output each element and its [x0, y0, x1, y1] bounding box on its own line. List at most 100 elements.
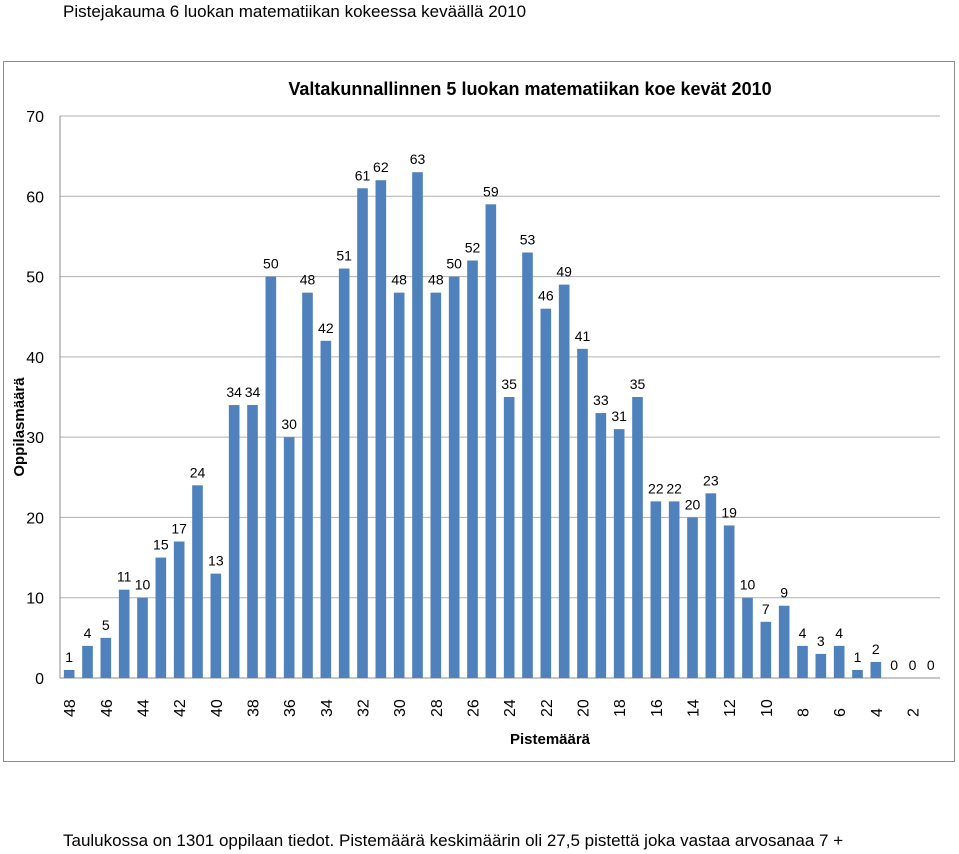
data-label: 46 — [538, 288, 554, 304]
x-tick-label: 40 — [209, 699, 226, 717]
x-tick-label: 20 — [576, 699, 593, 717]
data-label: 52 — [465, 240, 481, 256]
y-tick-label: 10 — [26, 591, 44, 608]
x-tick-label: 8 — [796, 708, 813, 717]
data-label: 3 — [817, 633, 825, 649]
bar — [393, 292, 405, 678]
y-tick-label: 30 — [26, 430, 44, 447]
bar — [595, 413, 607, 678]
bar — [63, 669, 75, 678]
bar — [357, 188, 368, 678]
data-label: 35 — [501, 376, 517, 392]
bar — [137, 597, 148, 678]
y-tick-label: 50 — [26, 270, 44, 287]
bar — [833, 645, 845, 678]
data-label: 9 — [780, 585, 788, 601]
data-label: 50 — [263, 256, 279, 272]
x-tick-label: 2 — [906, 708, 923, 717]
x-tick-label: 34 — [319, 699, 336, 717]
data-label: 11 — [117, 569, 132, 585]
x-tick-label: 36 — [282, 699, 299, 717]
bar — [247, 405, 258, 678]
data-label: 35 — [630, 376, 646, 392]
data-label: 0 — [890, 657, 898, 673]
bar — [118, 589, 130, 678]
data-label: 34 — [245, 384, 261, 400]
data-label: 53 — [520, 231, 536, 247]
bar — [302, 292, 313, 678]
bar — [577, 348, 588, 678]
bar — [173, 541, 185, 678]
data-label: 22 — [666, 480, 682, 496]
data-label: 10 — [740, 577, 756, 593]
bar — [742, 597, 753, 678]
bar — [540, 308, 552, 678]
bar — [760, 621, 772, 678]
y-tick-label: 60 — [26, 189, 44, 206]
data-label: 22 — [648, 480, 664, 496]
data-label: 30 — [281, 416, 297, 432]
x-tick-label: 18 — [612, 699, 629, 717]
data-label: 15 — [153, 537, 169, 553]
x-tick-label: 10 — [759, 699, 776, 717]
data-label: 1 — [854, 649, 862, 665]
x-tick-label: 14 — [686, 699, 703, 717]
data-label: 31 — [611, 408, 627, 424]
bar — [705, 493, 717, 678]
x-tick-label: 6 — [832, 708, 849, 717]
data-label: 23 — [703, 472, 719, 488]
bar — [228, 405, 240, 678]
data-label: 49 — [556, 264, 572, 280]
bar — [448, 276, 460, 678]
x-tick-label: 46 — [99, 699, 116, 717]
bar — [870, 661, 882, 678]
bar — [668, 501, 680, 678]
x-tick-label: 48 — [62, 699, 79, 717]
data-label: 41 — [575, 328, 591, 344]
data-label: 48 — [391, 272, 407, 288]
bar — [797, 645, 808, 678]
data-label: 17 — [171, 521, 187, 537]
data-label: 48 — [428, 272, 444, 288]
data-label: 1 — [65, 649, 73, 665]
data-label: 59 — [483, 183, 499, 199]
bar — [265, 276, 277, 678]
bar — [467, 260, 478, 678]
x-tick-label: 30 — [392, 699, 409, 717]
bar — [650, 501, 662, 678]
bar — [100, 637, 112, 678]
data-label: 0 — [927, 657, 935, 673]
data-label: 51 — [336, 248, 352, 264]
bar — [778, 605, 790, 678]
data-label: 5 — [102, 617, 110, 633]
chart-frame: 0 10 20 30 40 50 60 70 1 4 5 11 10 15 17 24 13 34 34 50 30 48… — [3, 61, 955, 762]
x-tick-label: 44 — [136, 699, 153, 717]
data-label: 20 — [685, 496, 701, 512]
bar — [613, 429, 625, 678]
x-tick-label: 16 — [649, 699, 666, 717]
x-tick-label: 26 — [466, 699, 483, 717]
bar — [210, 573, 222, 678]
bar — [632, 397, 643, 678]
x-tick-label: 22 — [539, 699, 556, 717]
bar — [412, 172, 423, 678]
bar — [687, 517, 698, 678]
data-label: 33 — [593, 392, 609, 408]
x-tick-label: 12 — [722, 699, 739, 717]
y-tick-label: 70 — [26, 109, 44, 126]
x-tick-label: 4 — [869, 708, 886, 717]
bar — [338, 268, 350, 678]
bar — [723, 525, 735, 678]
bar — [320, 340, 332, 678]
bar — [82, 645, 93, 678]
bar — [852, 669, 863, 678]
data-label: 2 — [872, 641, 880, 657]
x-tick-label: 24 — [502, 699, 519, 717]
chart-title: Valtakunnallinnen 5 luokan matematiikan … — [288, 79, 771, 99]
footer-note: Taulukossa on 1301 oppilaan tiedot. Pist… — [63, 831, 844, 850]
bar — [503, 397, 515, 678]
bar — [192, 485, 203, 678]
bar — [283, 437, 295, 678]
data-label: 7 — [762, 601, 770, 617]
